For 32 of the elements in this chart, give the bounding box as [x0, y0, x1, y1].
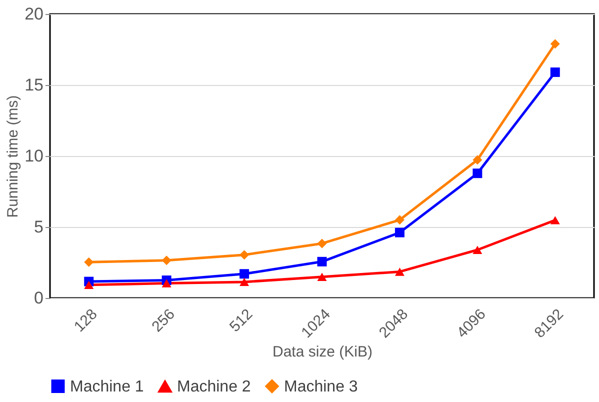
legend-label: Machine 3: [284, 378, 358, 396]
point: [162, 256, 172, 266]
point: [162, 279, 172, 288]
point: [394, 268, 404, 276]
point: [550, 39, 560, 49]
point: [472, 168, 482, 178]
point: [550, 216, 560, 224]
point: [317, 272, 327, 281]
point: [472, 155, 482, 165]
y-tick-label: 10: [24, 146, 44, 166]
point: [84, 257, 94, 267]
x-axis-title: Data size (KiB): [272, 344, 373, 361]
y-tick-label: 20: [24, 4, 44, 24]
point: [394, 228, 404, 238]
point: [550, 67, 560, 77]
point: [240, 269, 250, 279]
point: [472, 246, 482, 254]
point: [317, 256, 327, 266]
x-tick-label: 128: [70, 306, 101, 336]
point: [84, 280, 94, 290]
x-tick-label: 256: [148, 306, 178, 336]
x-tick-label: 512: [226, 306, 256, 336]
point: [394, 215, 404, 225]
point: [317, 238, 327, 248]
legend-label: Machine 2: [177, 378, 251, 396]
y-tick-label: 15: [24, 76, 44, 94]
point: [240, 278, 250, 286]
point: [240, 250, 250, 260]
y-tick-label: 0: [34, 288, 44, 308]
y-tick-label: 5: [34, 218, 44, 236]
y-axis-title: Running time (ms): [4, 95, 22, 218]
legend-label: Machine 1: [70, 378, 144, 396]
